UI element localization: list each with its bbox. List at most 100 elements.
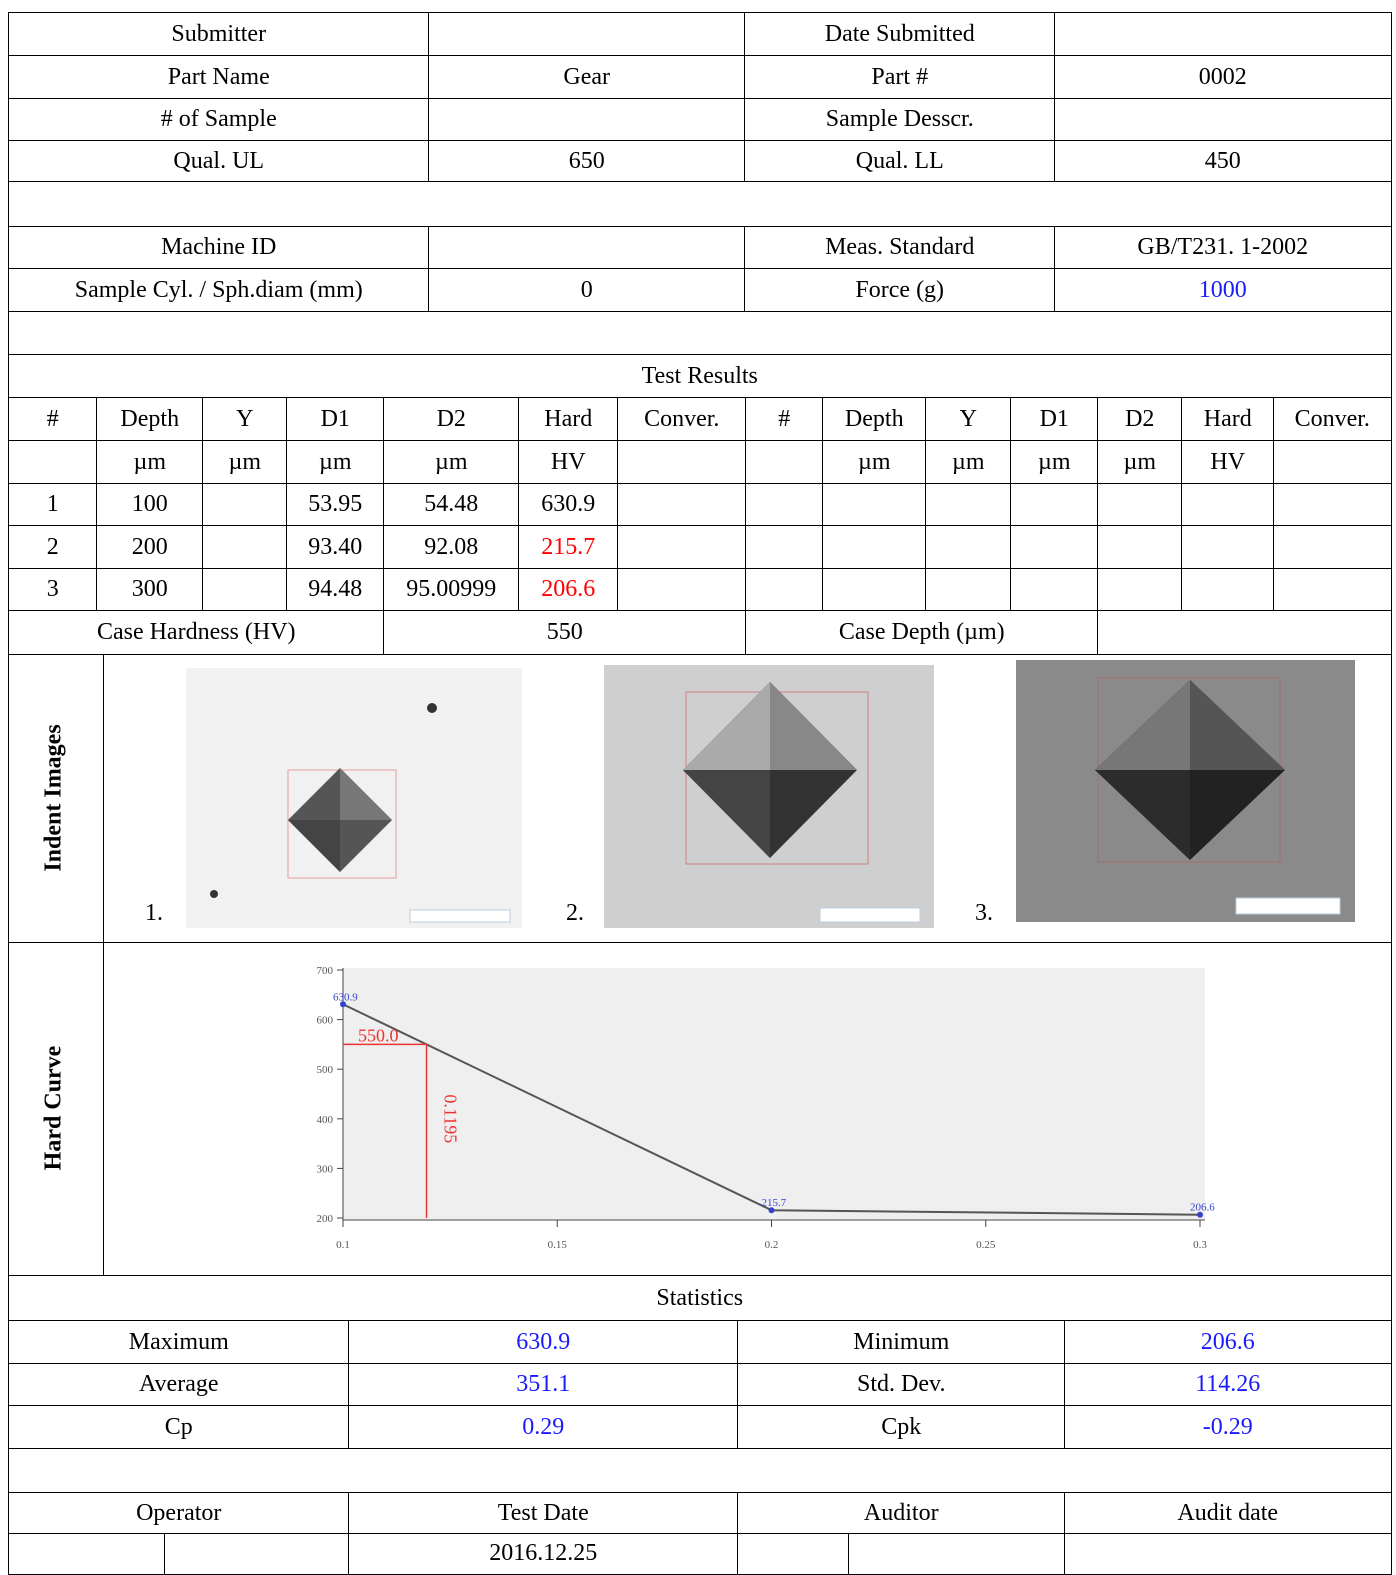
indent-image — [604, 665, 934, 928]
result-cell: 630.9 — [518, 483, 619, 527]
result-cell: 300 — [96, 567, 204, 612]
result-cell — [617, 483, 747, 527]
stat-label: Cpk — [737, 1405, 1066, 1450]
stat-label: Maximum — [8, 1320, 350, 1365]
field-value: 1000 — [1054, 268, 1392, 313]
result-cell — [745, 567, 824, 612]
signoff-value: 2016.12.25 — [348, 1533, 739, 1575]
field-value: Gear — [428, 55, 746, 100]
field-value: 650 — [428, 140, 746, 183]
point-label: 206.6 — [1190, 1202, 1215, 1214]
annotation-label: 0.1195 — [441, 1094, 461, 1143]
result-cell — [1010, 525, 1099, 570]
result-cell — [617, 525, 747, 570]
result-cell — [1097, 525, 1183, 570]
field-label: Part Name — [8, 55, 430, 100]
unit-cell: µm — [822, 440, 927, 485]
field-label: # of Sample — [8, 98, 430, 142]
result-cell — [745, 483, 824, 527]
empty-cell — [8, 1448, 1392, 1494]
indent-image — [1016, 660, 1355, 922]
result-cell — [745, 525, 824, 570]
empty-cell — [8, 181, 1392, 228]
stat-value: -0.29 — [1064, 1405, 1392, 1450]
column-header: Depth — [822, 397, 927, 442]
column-header: D2 — [1097, 397, 1183, 442]
y-tick-label: 400 — [317, 1114, 334, 1126]
column-header: # — [8, 397, 98, 442]
result-cell: 200 — [96, 525, 204, 570]
image-caption: 2. — [566, 900, 584, 926]
result-cell — [822, 483, 927, 527]
stat-value: 630.9 — [348, 1320, 739, 1365]
column-header: Depth — [96, 397, 204, 442]
result-cell: 53.95 — [286, 483, 385, 527]
field-label: Case Depth (µm) — [745, 610, 1099, 656]
empty-cell — [8, 1533, 166, 1575]
x-tick-label: 0.3 — [1193, 1239, 1207, 1251]
x-tick-label: 0.1 — [336, 1239, 350, 1251]
result-cell — [1181, 483, 1275, 527]
result-cell — [1273, 483, 1392, 527]
result-cell: 93.40 — [286, 525, 385, 570]
y-tick-label: 500 — [317, 1064, 334, 1076]
result-cell: 92.08 — [383, 525, 520, 570]
x-tick-label: 0.2 — [765, 1239, 779, 1251]
result-cell: 3 — [8, 567, 98, 612]
signoff-header: Test Date — [348, 1492, 739, 1535]
section-label: Indent Images — [41, 724, 67, 871]
result-cell — [202, 567, 288, 612]
field-label: Qual. LL — [744, 140, 1056, 183]
curve-point — [768, 1207, 775, 1214]
field-label: Meas. Standard — [744, 226, 1056, 270]
curve-point — [1197, 1211, 1203, 1218]
field-value — [428, 226, 746, 270]
column-header: Conver. — [617, 397, 747, 442]
result-cell — [1181, 525, 1275, 570]
field-label: Part # — [744, 55, 1056, 100]
result-cell — [202, 525, 288, 570]
plot-area — [343, 968, 1205, 1220]
field-label: Case Hardness (HV) — [8, 610, 385, 656]
field-value: 0002 — [1054, 55, 1392, 100]
stat-label: Average — [8, 1363, 350, 1407]
result-cell: 100 — [96, 483, 204, 527]
field-label: Qual. UL — [8, 140, 430, 183]
unit-cell — [617, 440, 747, 485]
signoff-header: Audit date — [1064, 1492, 1392, 1535]
x-tick-label: 0.15 — [548, 1239, 568, 1251]
curve-point — [340, 1001, 346, 1008]
result-cell — [202, 483, 288, 527]
empty-cell — [1097, 610, 1392, 656]
column-header: # — [745, 397, 824, 442]
result-cell: 215.7 — [518, 525, 619, 570]
field-value — [1054, 98, 1392, 142]
image-caption: 1. — [145, 900, 163, 926]
unit-cell — [745, 440, 824, 485]
signoff-header: Operator — [8, 1492, 350, 1535]
field-label: Date Submitted — [744, 12, 1056, 57]
y-tick-label: 700 — [317, 965, 334, 977]
result-cell — [925, 483, 1012, 527]
empty-cell — [848, 1533, 1066, 1575]
section-title: Statistics — [8, 1275, 1392, 1322]
result-cell — [1273, 525, 1392, 570]
x-tick-label: 0.25 — [976, 1239, 996, 1251]
indent-image — [186, 668, 522, 928]
result-cell: 95.00999 — [383, 567, 520, 612]
result-cell: 94.48 — [286, 567, 385, 612]
empty-cell — [8, 942, 105, 1277]
field-label: Submitter — [8, 12, 430, 57]
stat-value: 351.1 — [348, 1363, 739, 1407]
empty-cell — [1064, 1533, 1392, 1575]
unit-cell: µm — [1010, 440, 1099, 485]
image-caption: 3. — [975, 900, 993, 926]
unit-cell: HV — [518, 440, 619, 485]
empty-cell — [737, 1533, 850, 1575]
field-label: Sample Cyl. / Sph.diam (mm) — [8, 268, 430, 313]
column-header: Y — [202, 397, 288, 442]
empty-cell — [164, 1533, 350, 1575]
result-cell — [1010, 483, 1099, 527]
